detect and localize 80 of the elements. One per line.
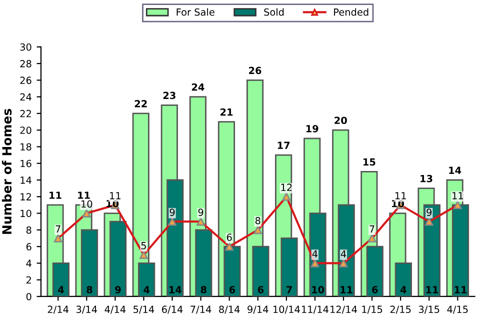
x-tick-label: 5/14 [134,306,154,314]
y-tick-label: 22 [20,110,31,118]
data-label: 11 [110,192,120,200]
x-tick-label: 2/15 [390,306,411,314]
legend-label: For Sale [176,8,214,16]
data-label: 6 [258,286,264,294]
y-tick-label: 4 [26,260,32,267]
data-label: 8 [200,286,206,294]
data-label: 7 [370,225,374,232]
data-label: 8 [255,216,260,224]
x-tick-label: 4/14 [104,306,126,314]
x-tick-label: 9/14 [248,306,268,314]
data-label: 4 [58,286,64,294]
data-label: 13 [420,174,432,182]
data-label: 10 [82,200,92,208]
y-tick-label: 6 [26,243,32,250]
data-label: 5 [141,242,146,250]
data-label: 4 [400,286,406,294]
data-label: 6 [372,286,378,294]
y-tick-label: 10 [20,210,32,218]
y-tick-label: 0 [26,292,32,300]
y-tick-label: 16 [20,160,32,168]
data-label: 4 [340,250,346,258]
data-label: 11 [452,192,463,200]
y-axis-title: Number of Homes [2,108,12,234]
data-label: 10 [312,286,324,294]
data-label: 6 [229,286,236,294]
data-label: 21 [220,108,233,116]
data-label: 14 [169,286,182,294]
data-label: 10 [106,200,119,208]
data-label: 4 [144,286,150,294]
y-tick-label: 18 [20,143,32,151]
data-label: 22 [134,100,147,108]
y-tick-label: 14 [20,176,32,184]
data-label: 9 [115,286,121,294]
data-label: 11 [454,286,467,294]
y-tick-label: 8 [26,226,32,234]
data-label: 20 [334,116,347,124]
data-label: 9 [426,208,432,216]
data-label: 14 [449,166,462,174]
x-tick-label: 2/14 [48,306,68,314]
data-label: 11 [340,286,352,294]
data-label: 11 [395,192,406,200]
x-tick-label: 11/14 [302,306,328,314]
x-tick-label: 8/14 [219,306,240,314]
x-tick-label: 4/15 [447,306,468,314]
data-label: 10 [392,200,404,208]
data-label: 9 [170,208,175,216]
data-label: 4 [312,250,318,258]
data-label: 11 [78,192,90,199]
x-tick-label: 7/14 [190,306,212,314]
x-tick-label: 3/14 [76,306,98,314]
data-label: 6 [226,234,232,241]
legend-label: Sold [264,8,284,16]
y-tick-label: 2 [26,276,31,284]
data-label: 12 [281,184,292,191]
y-tick-label: 26 [20,76,32,84]
y-tick-label: 30 [20,43,32,51]
data-label: 17 [278,142,290,149]
data-label: 8 [86,286,92,294]
x-tick-label: 6/14 [162,306,183,314]
data-label: 24 [192,83,204,91]
data-label: 7 [286,286,292,294]
y-tick-label: 24 [20,93,32,101]
data-label: 11 [426,286,438,294]
data-label: 11 [50,192,62,199]
y-tick-label: 28 [20,60,32,68]
data-label: 9 [198,208,204,216]
data-label: 23 [163,92,176,100]
x-tick-label: 12/14 [330,306,357,314]
x-tick-label: 3/15 [418,306,440,314]
data-label: 26 [249,66,262,74]
data-label: 15 [364,158,376,166]
data-label: 19 [306,125,318,132]
x-tick-label: 10/14 [273,306,300,314]
y-tick-label: 20 [20,126,32,134]
data-label: 7 [56,225,60,232]
legend-label: Pended [334,8,368,16]
y-tick-label: 12 [20,193,31,200]
x-tick-label: 1/15 [362,306,382,314]
